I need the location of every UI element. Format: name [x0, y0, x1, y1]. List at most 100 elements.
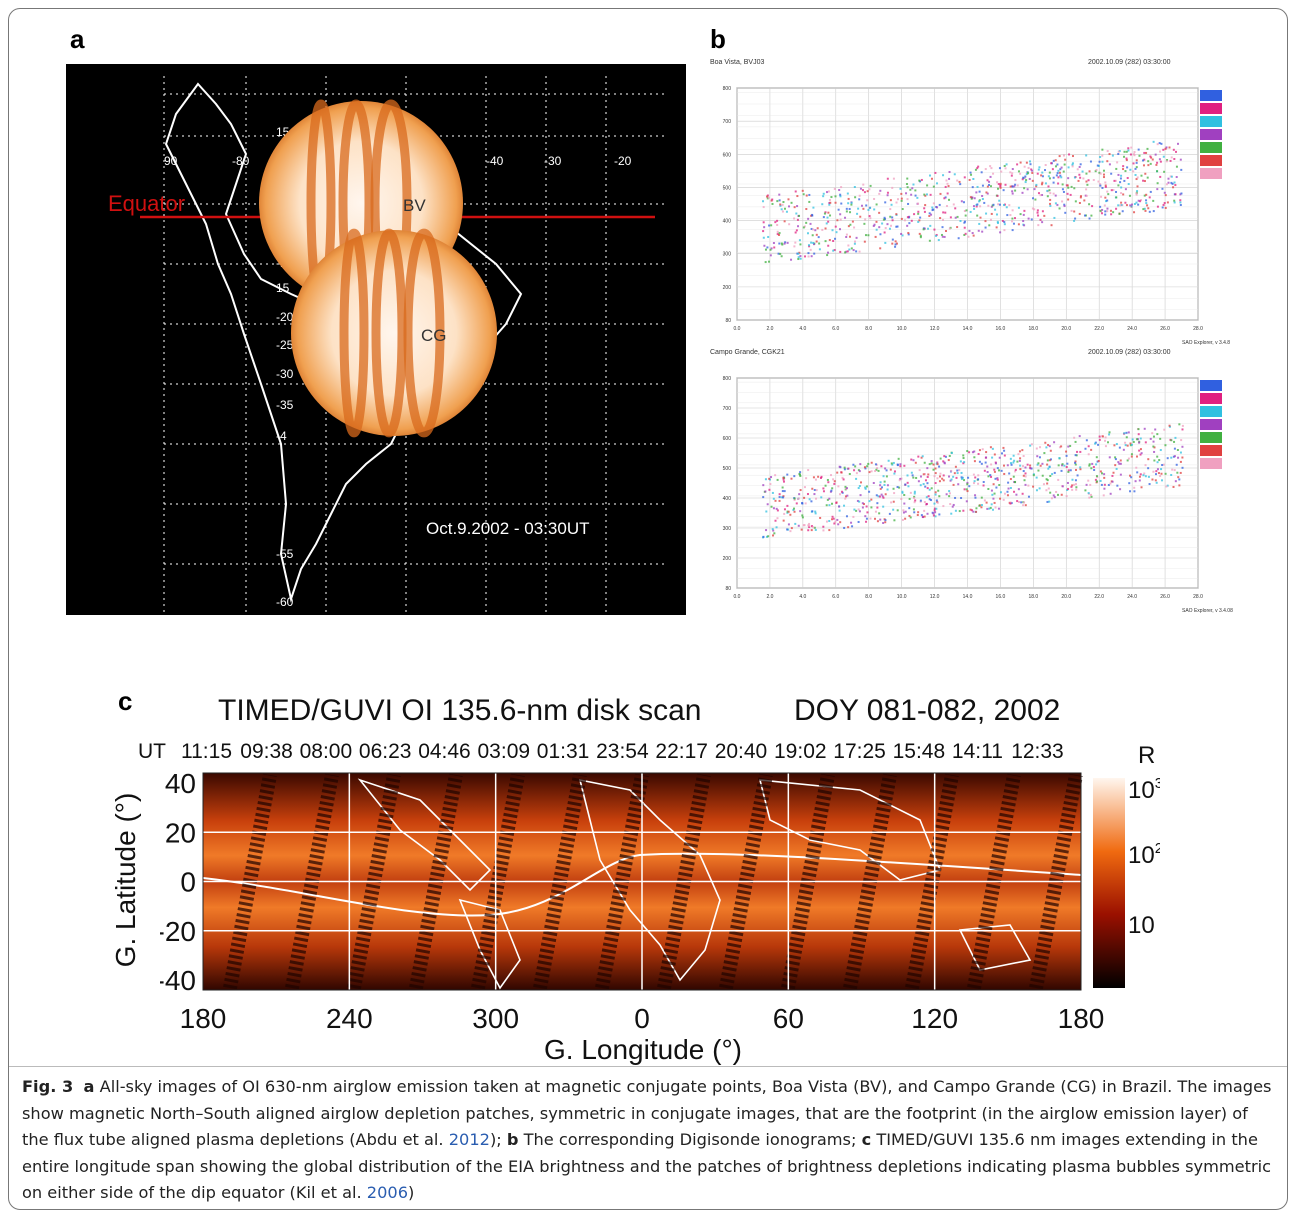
- echo-dot: [883, 231, 886, 234]
- y-tick-label: 40: [165, 768, 196, 799]
- echo-dot: [886, 177, 889, 180]
- echo-dot: [996, 187, 999, 190]
- echo-dot: [1094, 170, 1097, 173]
- echo-dot: [1164, 472, 1167, 475]
- echo-dot: [824, 211, 827, 214]
- colorbar-base: 10: [1128, 777, 1155, 804]
- echo-dot: [917, 455, 920, 458]
- echo-dot: [911, 187, 914, 190]
- echo-dot: [824, 240, 827, 243]
- echo-dot: [798, 239, 801, 242]
- echo-dot: [1005, 163, 1008, 166]
- echo-dot: [935, 182, 938, 185]
- ut-time: 14:11: [951, 740, 1003, 763]
- echo-dot: [884, 227, 887, 230]
- echo-dot: [943, 462, 946, 465]
- echo-dot: [1054, 165, 1057, 168]
- echo-dot: [1125, 204, 1128, 207]
- citation-link[interactable]: 2012: [448, 1130, 490, 1149]
- echo-dot: [815, 233, 818, 236]
- echo-dot: [1057, 478, 1060, 481]
- echo-dot: [891, 219, 894, 222]
- colorbar-base: 10: [1128, 842, 1155, 869]
- echo-dot: [1069, 444, 1072, 447]
- echo-dot: [1152, 140, 1155, 143]
- echo-dot: [1112, 211, 1115, 214]
- echo-dot: [766, 194, 769, 197]
- echo-dot: [957, 483, 960, 486]
- echo-dot: [1163, 201, 1166, 204]
- echo-dot: [874, 235, 877, 238]
- echo-dot: [1160, 472, 1163, 475]
- echo-dot: [798, 473, 801, 476]
- echo-dot: [1133, 490, 1136, 493]
- echo-dot: [825, 504, 828, 507]
- echo-dot: [1053, 471, 1056, 474]
- echo-dot: [762, 221, 765, 224]
- x-tick-label: 10.0: [897, 326, 907, 332]
- echo-dot: [1060, 176, 1063, 179]
- echo-dot: [872, 481, 875, 484]
- echo-dot: [962, 509, 965, 512]
- echo-dot: [841, 491, 844, 494]
- echo-dot: [1129, 444, 1132, 447]
- echo-dot: [828, 529, 831, 532]
- legend-swatch: [1200, 380, 1222, 391]
- echo-dot: [835, 231, 838, 234]
- echo-dot: [1096, 460, 1099, 463]
- echo-dot: [863, 466, 866, 469]
- y-tick-label: 300: [723, 526, 732, 532]
- echo-dot: [768, 224, 771, 227]
- echo-dot: [960, 471, 963, 474]
- echo-dot: [1000, 452, 1003, 455]
- echo-dot: [811, 510, 814, 513]
- echo-dot: [1166, 159, 1169, 162]
- echo-dot: [1098, 171, 1101, 174]
- echo-dot: [810, 500, 813, 503]
- echo-dot: [1024, 181, 1027, 184]
- echo-dot: [945, 205, 948, 208]
- echo-dot: [1135, 161, 1138, 164]
- echo-dot: [1110, 172, 1113, 175]
- echo-dot: [1159, 150, 1162, 153]
- echo-dot: [884, 218, 887, 221]
- echo-dot: [1153, 459, 1156, 462]
- citation-link[interactable]: 2006: [366, 1183, 408, 1202]
- echo-dot: [970, 197, 973, 200]
- echo-dot: [938, 495, 941, 498]
- echo-dot: [765, 529, 768, 532]
- echo-dot: [892, 500, 895, 503]
- echo-dot: [1179, 451, 1182, 454]
- y-tick-label: 300: [723, 252, 732, 258]
- echo-dot: [838, 189, 841, 192]
- all-sky-map: 15-1015-20-25-30-35-4-55-6090-80-40-30-2…: [66, 64, 686, 615]
- echo-dot: [1074, 217, 1077, 220]
- echo-dot: [878, 211, 881, 214]
- echo-dot: [874, 517, 877, 520]
- echo-dot: [789, 530, 792, 533]
- echo-dot: [988, 224, 991, 227]
- echo-dot: [859, 494, 862, 497]
- echo-dot: [886, 488, 889, 491]
- echo-dot: [1161, 187, 1164, 190]
- echo-dot: [1056, 203, 1059, 206]
- x-tick-label: 26.0: [1160, 594, 1170, 600]
- echo-dot: [864, 467, 867, 470]
- echo-dot: [821, 203, 824, 206]
- echo-dot: [859, 187, 862, 190]
- echo-dot: [859, 215, 862, 218]
- echo-dot: [1118, 462, 1121, 465]
- echo-dot: [913, 497, 916, 500]
- echo-dot: [890, 224, 893, 227]
- echo-dot: [1104, 439, 1107, 442]
- echo-dot: [852, 249, 855, 252]
- echo-dot: [889, 215, 892, 218]
- echo-dot: [1048, 177, 1051, 180]
- echo-dot: [865, 505, 868, 508]
- echo-dot: [1052, 159, 1055, 162]
- echo-dot: [992, 497, 995, 500]
- echo-dot: [973, 480, 976, 483]
- echo-dot: [830, 474, 833, 477]
- echo-dot: [788, 205, 791, 208]
